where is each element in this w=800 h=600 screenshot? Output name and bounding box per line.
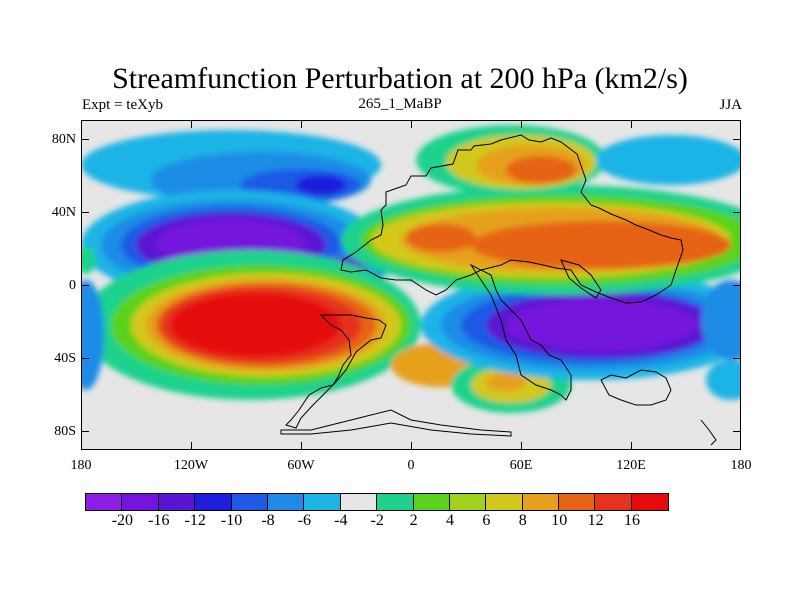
colorbar-label: -20 [111,512,134,529]
colorbar-box [195,494,232,510]
colorbar-box [413,494,450,510]
y-label-80n: 80N [51,132,76,147]
colorbar-label: 4 [446,512,454,529]
y-tick [81,139,89,140]
x-tick-top [631,120,632,128]
colorbar-box [377,494,414,510]
colorbar-label: 16 [624,512,640,529]
colorbar-box [86,494,123,510]
colorbar-box [304,494,341,510]
colorbar-label: -12 [184,512,206,529]
y-tick [81,285,89,286]
colorbar-label: 8 [518,512,527,529]
y-tick-right [733,358,741,359]
y-tick [81,212,89,213]
x-tick [411,442,412,450]
x-tick [521,442,522,450]
x-label-60w: 60W [287,458,315,473]
y-tick [81,358,89,359]
x-tick-top [191,120,192,128]
colorbar-label: -16 [148,512,170,529]
x-tick [631,442,632,450]
colorbar-box [122,494,159,510]
colorbar-box [522,494,560,510]
x-tick [191,442,192,450]
map-plot-area [81,120,741,450]
x-label-180w: 180 [70,458,92,473]
colorbar-label: -6 [297,512,312,529]
colorbar-label: 12 [587,512,604,529]
x-tick-top [521,120,522,128]
colorbar-label: -4 [334,512,348,529]
coastlines [280,134,717,446]
colorbar-box [559,494,596,510]
y-label-40n: 40N [51,205,76,220]
x-label-120e: 120E [616,458,646,473]
x-tick [301,442,302,450]
colorbar-box [449,494,487,510]
x-label-0: 0 [407,458,415,473]
y-label-0: 0 [69,278,76,293]
colorbar-box [158,494,196,510]
y-tick-right [733,285,741,286]
x-label-180e: 180 [730,458,752,473]
y-tick-right [733,212,741,213]
colorbar-label: 2 [409,512,418,529]
x-label-60e: 60E [509,458,533,473]
y-tick [81,431,89,432]
colorbar-label: 10 [551,512,568,529]
colorbar-box [486,494,523,510]
colorbar-label: -2 [370,512,384,529]
season-label: JJA [719,97,742,113]
x-label-120w: 120W [173,458,209,473]
colorbar [85,493,670,511]
experiment-label: Expt = teXyb [82,97,163,113]
colorbar-label: -8 [261,512,275,529]
colorbar-box [231,494,268,510]
colorbar-box [631,494,669,510]
chart-title: Streamfunction Perturbation at 200 hPa (… [112,62,688,95]
y-tick-right [733,431,741,432]
x-tick-top [411,120,412,128]
colorbar-box [267,494,305,510]
contour-field [81,125,741,446]
x-tick-top [301,120,302,128]
y-tick-right [733,139,741,140]
colorbar-label: 6 [482,512,491,529]
y-label-40s: 40S [54,351,76,366]
colorbar-box [595,494,632,510]
colorbar-label: -10 [220,512,243,529]
run-label: 265_1_MaBP [358,96,442,112]
colorbar-box [340,494,378,510]
y-label-80s: 80S [54,424,76,439]
